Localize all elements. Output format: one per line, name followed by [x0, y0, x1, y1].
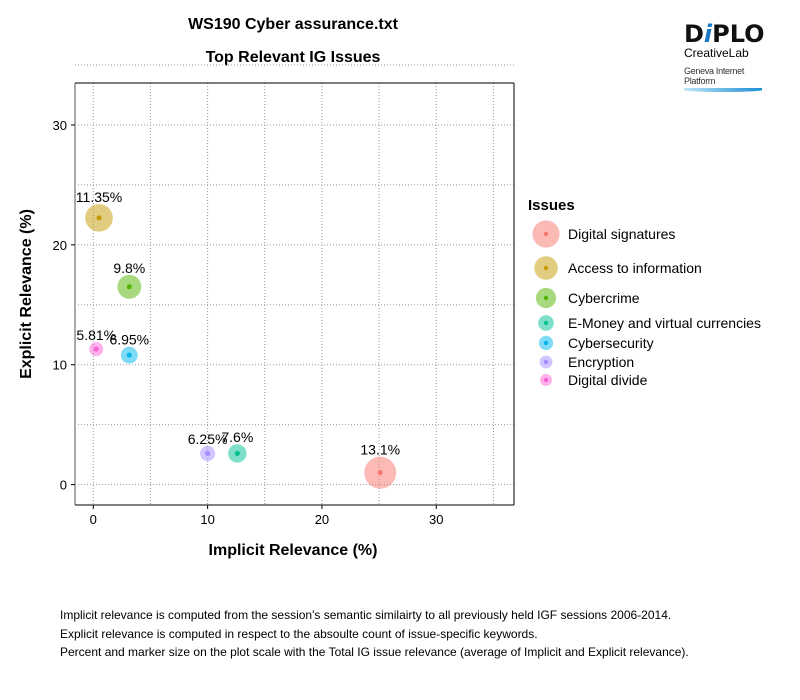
data-label: 6.25%	[188, 431, 228, 447]
legend-label: Access to information	[568, 260, 702, 276]
y-axis-label: Explicit Relevance (%)	[18, 209, 35, 379]
chart-title: WS190 Cyber assurance.txt	[188, 16, 399, 33]
logo-creativelab: CreativeLab	[684, 46, 749, 60]
legend-label: Digital signatures	[568, 226, 675, 242]
data-point-center	[93, 346, 99, 352]
y-tick-label: 0	[60, 478, 67, 493]
x-axis-label: Implicit Relevance (%)	[209, 542, 378, 559]
note-implicit: Implicit relevance is computed from the …	[60, 608, 672, 622]
legend-key-center	[543, 340, 549, 346]
data-label: 7.6%	[221, 429, 253, 445]
chart-subtitle: Top Relevant IG Issues	[206, 49, 381, 66]
y-tick-label: 30	[53, 118, 67, 133]
data-point-center	[96, 215, 102, 221]
diplo-logo: DiPLO CreativeLab Geneva Internet Platfo…	[684, 22, 768, 92]
y-tick-label: 20	[53, 238, 67, 253]
x-tick-label: 0	[90, 512, 97, 527]
legend-key-center	[543, 231, 549, 237]
data-point-center	[205, 450, 211, 456]
data-point-center	[234, 450, 240, 456]
data-label: 13.1%	[360, 442, 400, 458]
data-label: 6.95%	[109, 332, 149, 348]
plot-panel	[75, 83, 514, 505]
y-tick-label: 10	[53, 358, 67, 373]
data-point-center	[377, 470, 383, 476]
note-size: Percent and marker size on the plot scal…	[60, 645, 689, 659]
note-explicit: Explicit relevance is computed in respec…	[60, 627, 538, 641]
x-tick-label: 30	[429, 512, 443, 527]
legend-label: Cybersecurity	[568, 335, 654, 351]
logo-swoosh	[684, 88, 762, 92]
legend-label: Cybercrime	[568, 290, 640, 306]
scatter-plot: WS190 Cyber assurance.txt Top Relevant I…	[18, 16, 761, 559]
legend-label: Encryption	[568, 354, 634, 370]
data-label: 11.35%	[76, 189, 122, 205]
legend-key-center	[543, 295, 549, 301]
data-label: 5.81%	[76, 327, 116, 343]
legend-key-center	[543, 265, 549, 271]
data-point-center	[126, 352, 132, 358]
legend: Digital signatures Access to information C…	[532, 220, 761, 388]
legend-key-center	[543, 320, 549, 326]
legend-label: E-Money and virtual currencies	[568, 315, 761, 331]
data-label: 9.8%	[113, 260, 145, 276]
logo-gip: Geneva Internet Platform	[684, 66, 745, 86]
legend-key-center	[543, 359, 549, 365]
x-tick-label: 10	[200, 512, 214, 527]
logo-brand: DiPLO	[684, 20, 765, 48]
legend-key-center	[543, 377, 549, 383]
x-tick-label: 20	[315, 512, 329, 527]
data-point-center	[126, 284, 132, 290]
legend-title: Issues	[528, 197, 575, 214]
legend-label: Digital divide	[568, 372, 648, 388]
